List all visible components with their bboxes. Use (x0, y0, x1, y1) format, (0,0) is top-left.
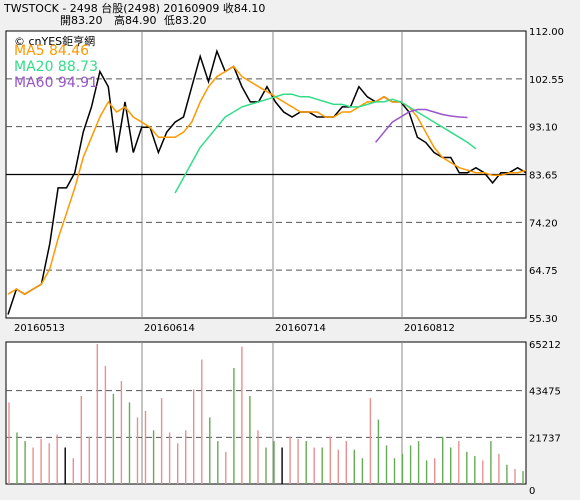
header-title: TWSTOCK - 2498 台股(2498) 20160909 收84.10 (4, 2, 266, 15)
price-panel: 112.00 102.55 93.10 83.65 74.20 64.75 55.30 20… (5, 27, 564, 334)
series-ma20 (174, 93, 477, 194)
price-tick-label: 102.55 (529, 75, 564, 86)
volume-tick-label: 43475 (529, 387, 561, 398)
volume-tick-label: 65212 (529, 340, 561, 351)
series-ma5 (7, 65, 527, 296)
header-open: 開83.20 (60, 14, 103, 27)
date-label: 20160714 (275, 323, 326, 334)
header-low: 低83.20 (164, 14, 207, 27)
price-tick-label: 74.20 (529, 218, 558, 229)
series-ma60 (375, 108, 468, 143)
series-close (7, 48, 527, 315)
source-label: © cnYES鉅亨網 (14, 35, 96, 48)
date-label: 20160513 (14, 323, 65, 334)
price-tick-label: 93.10 (529, 123, 558, 134)
volume-tick-label: 0 (529, 486, 535, 497)
legend-ma5: MA5 84.46 (14, 43, 90, 59)
date-label: 20160812 (404, 323, 455, 334)
header-high: 高84.90 (114, 14, 157, 27)
volume-tick-label: 21737 (529, 433, 561, 444)
date-label: 20160614 (144, 323, 195, 334)
legend-ma20: MA20 88.73 (14, 59, 98, 75)
price-tick-label: 83.65 (529, 171, 558, 182)
price-tick-label: 64.75 (529, 266, 558, 277)
volume-panel: 65212 43475 21737 0 (5, 340, 561, 497)
price-tick-label: 112.00 (529, 27, 564, 38)
legend-ma60: MA60 94.91 (14, 75, 98, 91)
price-tick-label: 55.30 (529, 314, 558, 325)
